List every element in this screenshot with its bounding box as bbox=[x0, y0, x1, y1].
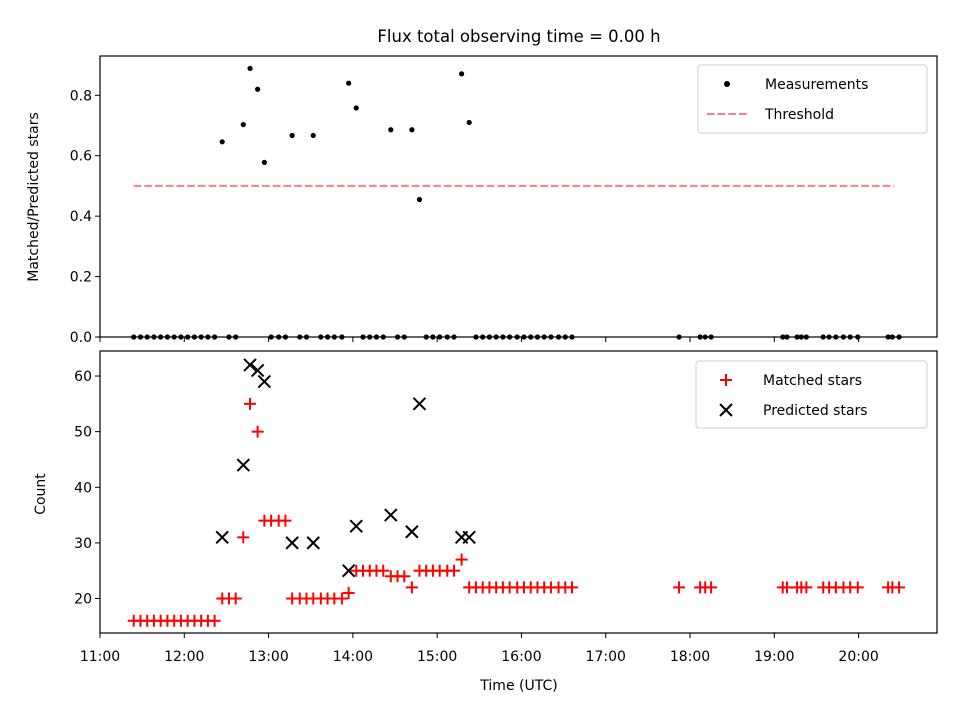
legend-predicted-label: Predicted stars bbox=[763, 403, 868, 419]
matched-star-point bbox=[448, 564, 461, 577]
matched-star-point bbox=[893, 581, 906, 594]
ratio-y-axis-label: Matched/Predicted stars bbox=[26, 112, 42, 282]
ratio-legend: Measurements Threshold bbox=[697, 64, 928, 134]
legend-measurements-label: Measurements bbox=[765, 77, 868, 93]
matched-star-point bbox=[455, 553, 468, 566]
ratio-panel: 0.00.20.40.60.8 Matched/Predicted stars … bbox=[26, 55, 938, 346]
matched-star-point bbox=[342, 586, 355, 599]
legend-threshold-label: Threshold bbox=[764, 107, 834, 123]
matched-star-point bbox=[244, 397, 257, 410]
matched-star-point bbox=[251, 425, 264, 438]
x-tick-label: 15:00 bbox=[417, 649, 457, 665]
count-y-tick-label: 60 bbox=[74, 369, 92, 385]
x-axis-label: Time (UTC) bbox=[479, 678, 557, 694]
predicted-star-point bbox=[285, 536, 299, 550]
matched-star-point bbox=[800, 581, 813, 594]
count-y-tick-label: 50 bbox=[74, 425, 92, 441]
x-tick-label: 13:00 bbox=[248, 649, 288, 665]
measurement-point bbox=[261, 159, 267, 165]
predicted-star-point bbox=[384, 508, 398, 522]
count-y-tick-label: 20 bbox=[74, 592, 92, 608]
x-tick-label: 20:00 bbox=[838, 649, 878, 665]
measurement-point bbox=[353, 105, 359, 111]
matched-star-point bbox=[229, 592, 242, 605]
chart-title: Flux total observing time = 0.00 h bbox=[377, 27, 660, 46]
count-panel: 20 30 40 50 60 11:00 12:00 13:00 14:00 15:00 16:0… bbox=[33, 350, 938, 694]
legend-predicted-marker bbox=[719, 403, 733, 417]
predicted-star-point bbox=[236, 458, 251, 472]
count-legend: Matched stars Predicted stars bbox=[695, 360, 928, 429]
matched-star-point bbox=[566, 581, 579, 594]
matched-star-point bbox=[405, 581, 418, 594]
x-tick-label: 14:00 bbox=[333, 649, 373, 665]
matched-star-point bbox=[279, 514, 292, 527]
measurement-point bbox=[247, 65, 253, 71]
predicted-star-point bbox=[215, 530, 229, 545]
ratio-y-tick-label: 0.4 bbox=[70, 209, 92, 225]
measurement-point bbox=[310, 132, 316, 139]
measurement-point bbox=[289, 132, 295, 139]
matched-star-point bbox=[673, 581, 686, 594]
matched-star-point bbox=[377, 564, 390, 577]
predicted-star-point bbox=[412, 397, 427, 411]
legend-matched-label: Matched stars bbox=[763, 373, 862, 389]
measurement-point bbox=[346, 80, 352, 86]
measurement-point bbox=[240, 121, 246, 128]
measurement-point bbox=[466, 119, 472, 126]
legend-measurements-marker bbox=[724, 81, 730, 87]
predicted-star-point bbox=[462, 530, 476, 545]
measurement-point bbox=[255, 86, 261, 92]
matched-star-point bbox=[208, 614, 221, 627]
predicted-star-point bbox=[243, 358, 257, 372]
ratio-y-tick-label: 0.0 bbox=[70, 330, 92, 346]
x-tick-label: 17:00 bbox=[586, 649, 626, 665]
measurement-point bbox=[388, 127, 394, 133]
ratio-y-tick-label: 0.2 bbox=[70, 270, 92, 286]
measurement-point bbox=[409, 127, 415, 133]
count-y-tick-label: 40 bbox=[74, 480, 92, 496]
predicted-star-point bbox=[405, 525, 419, 539]
measurement-point bbox=[459, 71, 465, 77]
measurement-point bbox=[219, 139, 225, 145]
predicted-star-point bbox=[250, 363, 265, 378]
x-tick-label: 12:00 bbox=[164, 649, 204, 665]
matched-star-point bbox=[398, 570, 411, 583]
x-tick-label: 18:00 bbox=[670, 649, 710, 665]
predicted-star-point bbox=[349, 519, 363, 533]
matched-star-point bbox=[335, 592, 348, 605]
x-tick-label: 11:00 bbox=[80, 649, 120, 665]
count-y-axis-label: Count bbox=[33, 473, 49, 515]
matched-star-point bbox=[851, 581, 864, 594]
ratio-y-tick-label: 0.6 bbox=[70, 149, 92, 165]
measurement-point bbox=[416, 196, 423, 203]
legend-matched-marker bbox=[720, 374, 732, 386]
predicted-star-point bbox=[341, 563, 356, 578]
predicted-star-point bbox=[257, 374, 272, 389]
ratio-y-tick-label: 0.8 bbox=[70, 88, 92, 104]
matched-star-point bbox=[780, 581, 793, 594]
matched-star-point bbox=[237, 531, 250, 544]
predicted-star-point bbox=[306, 536, 320, 550]
x-tick-label: 19:00 bbox=[754, 649, 794, 665]
x-tick-label: 16:00 bbox=[501, 649, 541, 665]
count-y-tick-label: 30 bbox=[74, 536, 92, 552]
matched-star-point bbox=[705, 581, 718, 594]
